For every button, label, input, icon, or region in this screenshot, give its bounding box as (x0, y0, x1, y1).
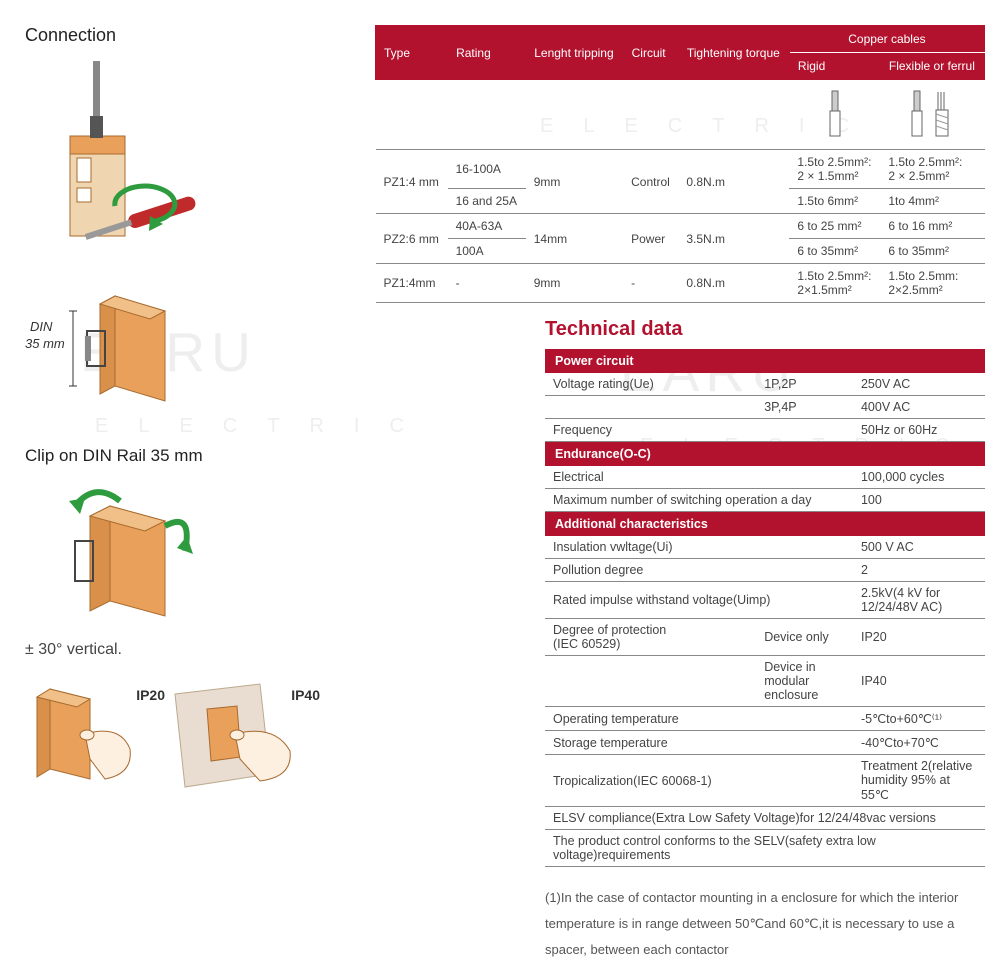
table-row: Device in modular enclosureIP40 (545, 656, 985, 707)
technical-data-title: Technical data (545, 318, 985, 341)
table-row: Degree of protection (IEC 60529)Device o… (545, 619, 985, 656)
th-circuit: Circuit (623, 26, 678, 80)
th-length: Lenght tripping (526, 26, 623, 80)
ip-diagrams: IP20 IP40 (25, 679, 365, 818)
table-row: Frequency50Hz or 60Hz (545, 419, 985, 442)
tech-section-header: Additional characteristics (545, 512, 985, 537)
left-column: Connection (25, 25, 365, 963)
table-row: Tropicalization(IEC 60068-1)Treatment 2(… (545, 755, 985, 807)
spec-table: Type Rating Lenght tripping Circuit Tigh… (375, 25, 985, 303)
th-type: Type (376, 26, 448, 80)
rigid-icon (789, 80, 880, 150)
table-row: PZ1:4mm - 9mm - 0.8N.m 1.5to 2.5mm²: 2×1… (376, 264, 985, 303)
table-row: Electrical100,000 cycles (545, 466, 985, 489)
clip-rotation-diagram: ± 30° vertical. (25, 476, 365, 659)
technical-data-table: Power circuitVoltage rating(Ue)1P,2P250V… (545, 349, 985, 867)
ip40-label: IP40 (291, 687, 320, 703)
th-rating: Rating (448, 26, 526, 80)
table-row: Operating temperature-5℃to+60℃⁽¹⁾ (545, 707, 985, 731)
table-row: ELSV compliance(Extra Low Safety Voltage… (545, 807, 985, 830)
th-torque: Tightening torque (678, 26, 789, 80)
svg-text:DIN: DIN (30, 319, 53, 334)
din-diagram: DIN 35 mm (25, 286, 365, 426)
table-row: Rated impulse withstand voltage(Uimp)2.5… (545, 582, 985, 619)
table-row: Insulation vwltage(Ui)500 V AC (545, 536, 985, 559)
table-row: PZ1:4 mm 16-100A 9mm Control 0.8N.m 1.5t… (376, 150, 985, 189)
table-row: PZ2:6 mm 40A-63A 14mm Power 3.5N.m 6 to … (376, 214, 985, 239)
flex-icon (880, 80, 984, 150)
connection-title: Connection (25, 25, 365, 46)
table-row: Pollution degree2 (545, 559, 985, 582)
th-copper: Copper cables (789, 26, 984, 53)
table-row: Voltage rating(Ue)1P,2P250V AC (545, 373, 985, 396)
table-row: Maximum number of switching operation a … (545, 489, 985, 512)
table-row: 3P,4P400V AC (545, 396, 985, 419)
table-row: Storage temperature-40℃to+70℃ (545, 731, 985, 755)
clip-title: Clip on DIN Rail 35 mm (25, 446, 365, 466)
right-column: Type Rating Lenght tripping Circuit Tigh… (375, 25, 985, 963)
ip20-label: IP20 (136, 687, 165, 703)
connection-diagram (25, 56, 365, 256)
th-flex: Flexible or ferrul (880, 53, 984, 80)
angle-label: ± 30° vertical. (25, 641, 365, 659)
svg-text:35 mm: 35 mm (25, 336, 65, 351)
footnote: (1)In the case of contactor mounting in … (545, 885, 985, 963)
table-row: The product control conforms to the SELV… (545, 830, 985, 867)
tech-section-header: Power circuit (545, 349, 985, 373)
th-rigid: Rigid (789, 53, 880, 80)
tech-section-header: Endurance(O-C) (545, 442, 985, 467)
